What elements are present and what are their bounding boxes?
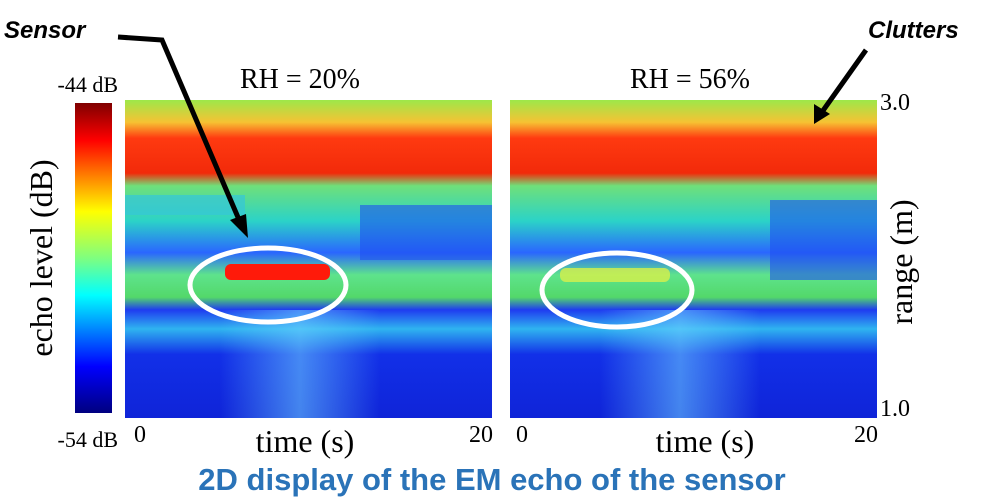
x-start: 0 [516,422,528,448]
x-label: time (s) [656,423,755,459]
heatmap-right [510,100,877,418]
x-start: 0 [134,422,146,448]
x-end: 20 [854,422,878,448]
colorbar [75,103,112,413]
range-label: range (m) [883,199,919,324]
arrow-head [814,104,830,124]
caption: 2D display of the EM echo of the sensor [198,462,785,497]
sensor-label: Sensor [4,17,87,44]
colorbar-title: echo level (dB) [23,159,59,356]
arrows [117,34,869,223]
heatmap-left [125,100,492,418]
x-label: time (s) [256,423,355,459]
colorbar-top: -44 dB [58,72,119,97]
colorbar-bottom: -54 dB [58,427,119,452]
clutters-label: Clutters [868,17,959,44]
panel-title: RH = 20% [240,64,360,95]
arrow-head [230,214,248,238]
range-top: 3.0 [880,90,910,116]
range-bottom: 1.0 [880,396,910,422]
panel-title: RH = 56% [630,64,750,95]
x-end: 20 [469,422,493,448]
